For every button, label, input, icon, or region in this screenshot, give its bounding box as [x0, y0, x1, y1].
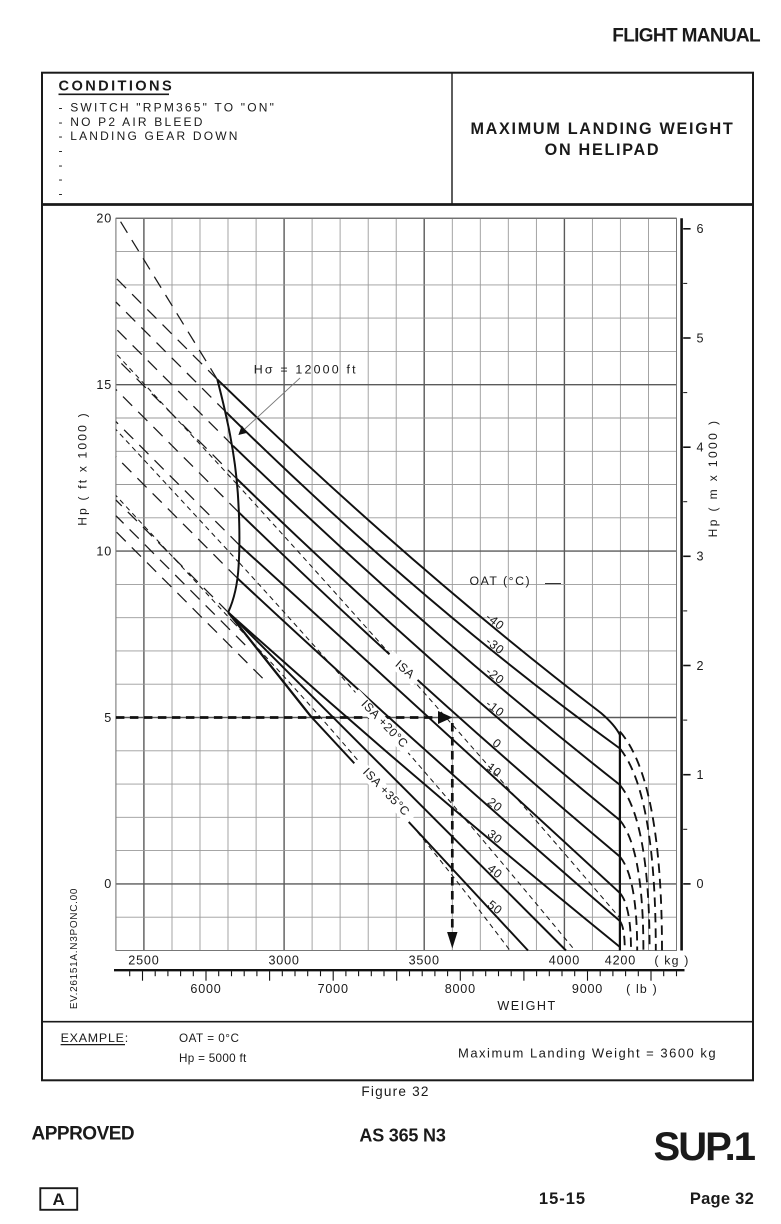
- svg-text:4000: 4000: [549, 954, 580, 968]
- svg-text:5: 5: [697, 331, 704, 345]
- svg-text:-: -: [59, 144, 65, 158]
- svg-text:( lb ): ( lb ): [626, 982, 658, 996]
- svg-text:- SWITCH "RPM365" TO "ON": - SWITCH "RPM365" TO "ON": [59, 101, 277, 115]
- svg-text:WEIGHT: WEIGHT: [497, 999, 556, 1013]
- svg-text:OAT (°C): OAT (°C): [470, 574, 532, 588]
- svg-text:MAXIMUM LANDING WEIGHT: MAXIMUM LANDING WEIGHT: [470, 120, 734, 138]
- svg-text:OAT = 0°C: OAT = 0°C: [179, 1032, 239, 1045]
- svg-text:-30: -30: [483, 634, 507, 657]
- svg-text:0: 0: [104, 877, 112, 891]
- svg-text:20: 20: [96, 212, 112, 226]
- svg-text:-: -: [59, 186, 65, 200]
- svg-text:-10: -10: [483, 697, 507, 720]
- svg-text:-20: -20: [483, 664, 507, 687]
- svg-text:- LANDING GEAR DOWN: - LANDING GEAR DOWN: [59, 129, 240, 143]
- svg-text:40: 40: [485, 861, 505, 881]
- svg-text:10: 10: [484, 760, 504, 780]
- svg-text:ISA +20°C: ISA +20°C: [358, 697, 411, 751]
- svg-text:FLIGHT MANUAL: FLIGHT MANUAL: [612, 26, 761, 47]
- svg-text:50: 50: [485, 897, 505, 917]
- svg-text:2500: 2500: [128, 954, 159, 968]
- svg-text:-: -: [59, 172, 65, 186]
- svg-text:A: A: [53, 1190, 65, 1209]
- svg-text:( kg ): ( kg ): [654, 954, 689, 968]
- svg-text:8000: 8000: [445, 982, 476, 996]
- svg-text:Page 32: Page 32: [690, 1190, 754, 1208]
- svg-text:SUP.1: SUP.1: [654, 1125, 756, 1169]
- svg-text:Hp = 5000 ft: Hp = 5000 ft: [179, 1052, 247, 1065]
- svg-text:-: -: [59, 158, 65, 172]
- svg-text:0: 0: [490, 736, 504, 752]
- svg-text:30: 30: [485, 827, 505, 847]
- svg-text:1: 1: [697, 768, 704, 782]
- svg-text:CONDITIONS: CONDITIONS: [59, 79, 175, 95]
- svg-text:0: 0: [697, 877, 704, 891]
- svg-text:- NO P2 AIR BLEED: - NO P2 AIR BLEED: [59, 115, 205, 129]
- svg-text:Hσ = 12000 ft: Hσ = 12000 ft: [254, 363, 358, 377]
- svg-text:4200: 4200: [605, 954, 636, 968]
- svg-text:ON HELIPAD: ON HELIPAD: [545, 141, 661, 159]
- svg-text:2: 2: [697, 659, 704, 673]
- svg-text:10: 10: [96, 544, 112, 558]
- svg-text:7000: 7000: [318, 982, 349, 996]
- svg-text:-40: -40: [483, 610, 507, 633]
- svg-text:3: 3: [697, 550, 704, 564]
- svg-text:20: 20: [485, 795, 505, 815]
- svg-text:Hp ( ft x 1000 ): Hp ( ft x 1000 ): [75, 411, 89, 526]
- svg-text:APPROVED: APPROVED: [32, 1123, 135, 1144]
- svg-text:3500: 3500: [409, 954, 440, 968]
- svg-text:9000: 9000: [572, 982, 603, 996]
- svg-text:15-15: 15-15: [539, 1190, 586, 1208]
- svg-text:6000: 6000: [190, 982, 221, 996]
- svg-text:Hp ( m x 1000 ): Hp ( m x 1000 ): [706, 419, 720, 538]
- svg-text:Figure 32: Figure 32: [361, 1084, 429, 1099]
- svg-text:3000: 3000: [268, 954, 299, 968]
- svg-text:6: 6: [697, 222, 704, 236]
- svg-text:Maximum Landing Weight = 3600: Maximum Landing Weight = 3600 kg: [458, 1045, 717, 1060]
- svg-text:EXAMPLE:: EXAMPLE:: [61, 1031, 129, 1045]
- svg-text:5: 5: [104, 711, 112, 725]
- svg-text:EV.26151A.N3PONC.00: EV.26151A.N3PONC.00: [69, 888, 80, 1009]
- svg-text:4: 4: [697, 441, 704, 455]
- svg-text:15: 15: [96, 378, 112, 392]
- svg-text:AS 365 N3: AS 365 N3: [359, 1126, 445, 1146]
